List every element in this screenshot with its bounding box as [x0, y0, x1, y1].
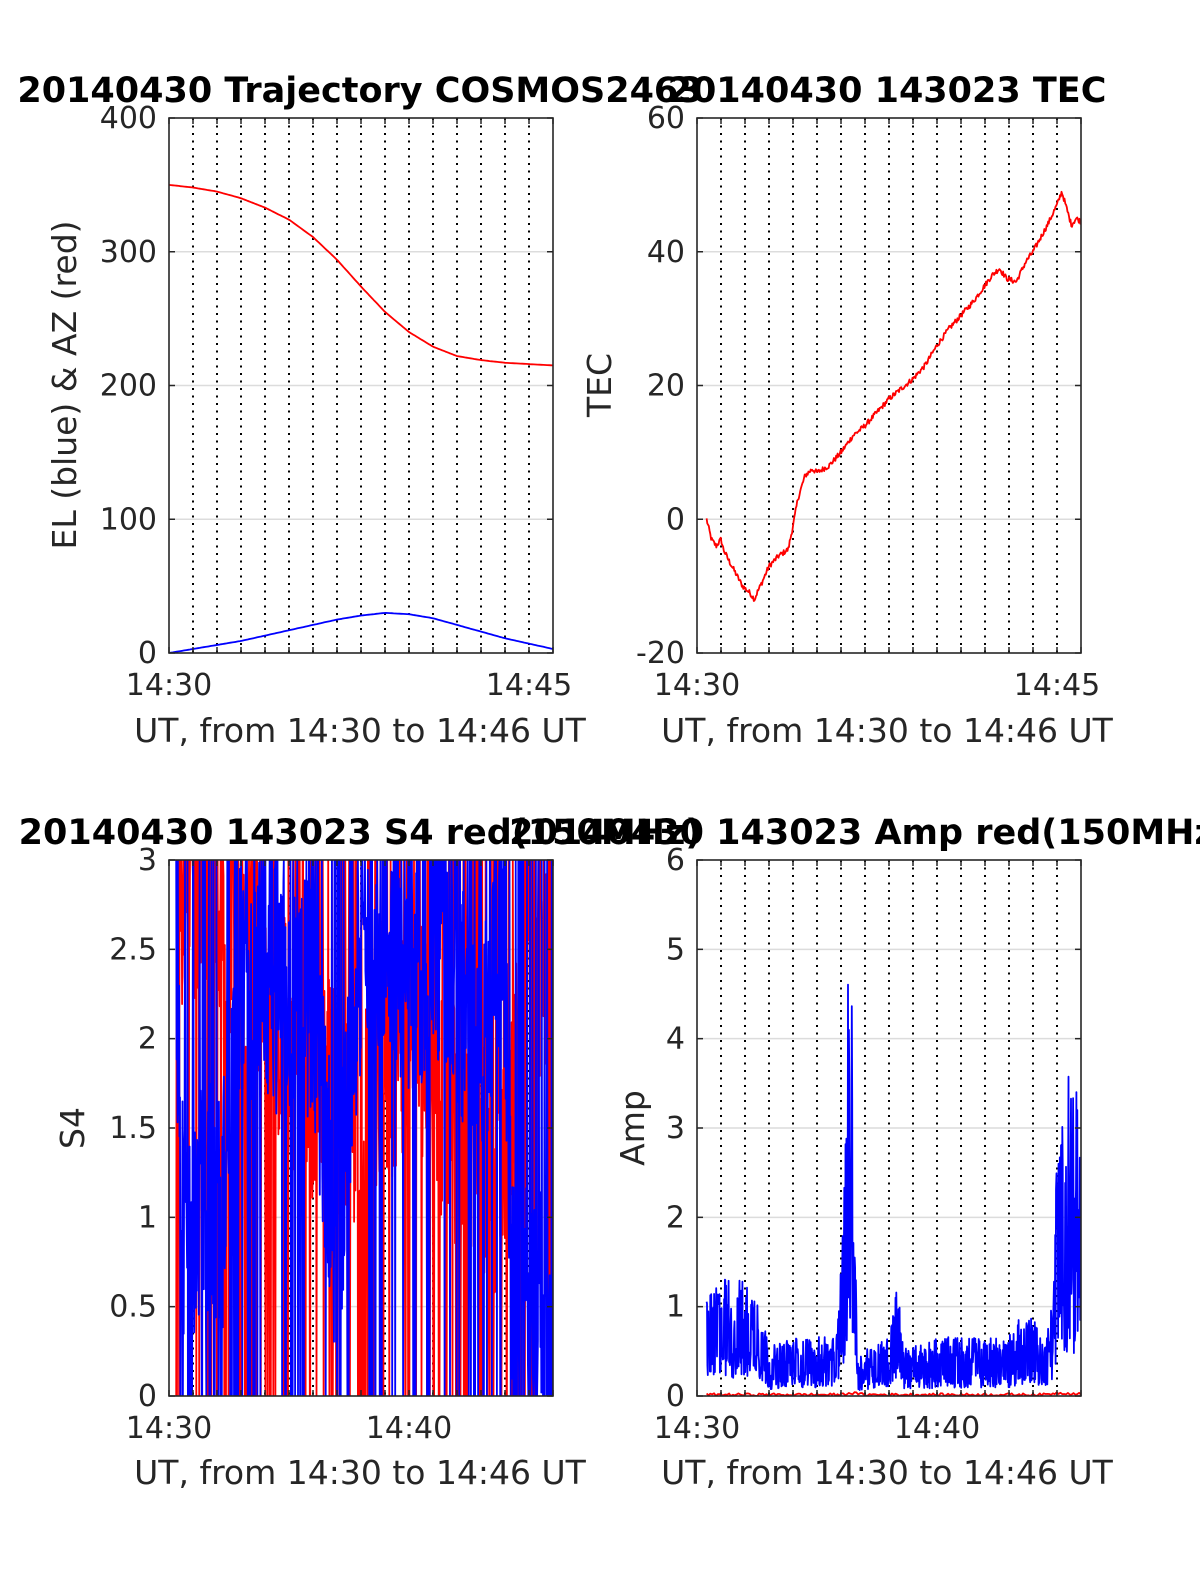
series-line-blue	[175, 860, 553, 1396]
y-tick-label: 200	[100, 369, 157, 404]
y-tick-label: -20	[636, 636, 685, 671]
x-axis-label: UT, from 14:30 to 14:46 UT	[661, 711, 1114, 750]
y-tick-label: 6	[666, 843, 685, 878]
chart-title: 20140430 143023 Amp red(150MHz)	[509, 813, 1200, 853]
series-line-red	[169, 184, 553, 367]
series-line-blue	[169, 612, 553, 653]
panel-amp: 20140430 143023 Amp red(150MHz) UT, from…	[509, 813, 1200, 1492]
y-axis-label: TEC	[580, 353, 619, 418]
x-tick-label: 14:30	[654, 1411, 740, 1446]
series-line-red	[705, 190, 1081, 602]
x-tick-label: 14:40	[894, 1411, 980, 1446]
y-tick-label: 0.5	[109, 1290, 157, 1325]
series-line-red	[175, 860, 553, 1396]
y-tick-label: 40	[647, 235, 685, 270]
y-tick-label: 0	[666, 502, 685, 537]
x-axis-label: UT, from 14:30 to 14:46 UT	[134, 711, 587, 750]
y-axis-label: S4	[53, 1107, 92, 1149]
y-tick-label: 400	[100, 101, 157, 136]
y-tick-label: 0	[138, 1379, 157, 1414]
panel-s4: 20140430 143023 S4 red(150MHz) UT, from …	[19, 813, 702, 1492]
y-tick-label: 60	[647, 101, 685, 136]
chart-title: 20140430 143023 S4 red(150MHz)	[19, 813, 702, 853]
y-axis-label: Amp	[613, 1090, 652, 1166]
chart-title: 20140430 Trajectory COSMOS2463	[17, 71, 702, 111]
y-tick-label: 2.5	[109, 932, 157, 967]
panel-trajectory: 20140430 Trajectory COSMOS2463 UT, from …	[17, 71, 702, 750]
y-tick-label: 100	[100, 502, 157, 537]
x-axis-label: UT, from 14:30 to 14:46 UT	[661, 1453, 1114, 1492]
x-tick-label: 14:45	[1014, 668, 1100, 703]
y-tick-label: 0	[138, 636, 157, 671]
y-tick-label: 4	[666, 1022, 685, 1057]
y-tick-label: 1.5	[109, 1111, 157, 1146]
x-tick-label: 14:45	[486, 668, 572, 703]
y-tick-label: 300	[100, 235, 157, 270]
panel-tec: 20140430 143023 TEC UT, from 14:30 to 14…	[580, 71, 1114, 750]
x-tick-label: 14:30	[126, 1411, 212, 1446]
y-tick-label: 20	[647, 369, 685, 404]
y-axis-label: EL (blue) & AZ (red)	[45, 220, 84, 549]
y-tick-label: 2	[138, 1022, 157, 1057]
x-tick-label: 14:30	[126, 668, 212, 703]
y-tick-label: 1	[138, 1200, 157, 1235]
x-tick-label: 14:30	[654, 668, 740, 703]
x-axis-label: UT, from 14:30 to 14:46 UT	[134, 1453, 587, 1492]
series-line-blue	[705, 983, 1081, 1391]
x-tick-label: 14:40	[366, 1411, 452, 1446]
y-tick-label: 1	[666, 1290, 685, 1325]
chart-title: 20140430 143023 TEC	[668, 71, 1107, 111]
y-tick-label: 3	[666, 1111, 685, 1146]
y-tick-label: 2	[666, 1200, 685, 1235]
y-tick-label: 0	[666, 1379, 685, 1414]
y-tick-label: 5	[666, 932, 685, 967]
y-tick-label: 3	[138, 843, 157, 878]
